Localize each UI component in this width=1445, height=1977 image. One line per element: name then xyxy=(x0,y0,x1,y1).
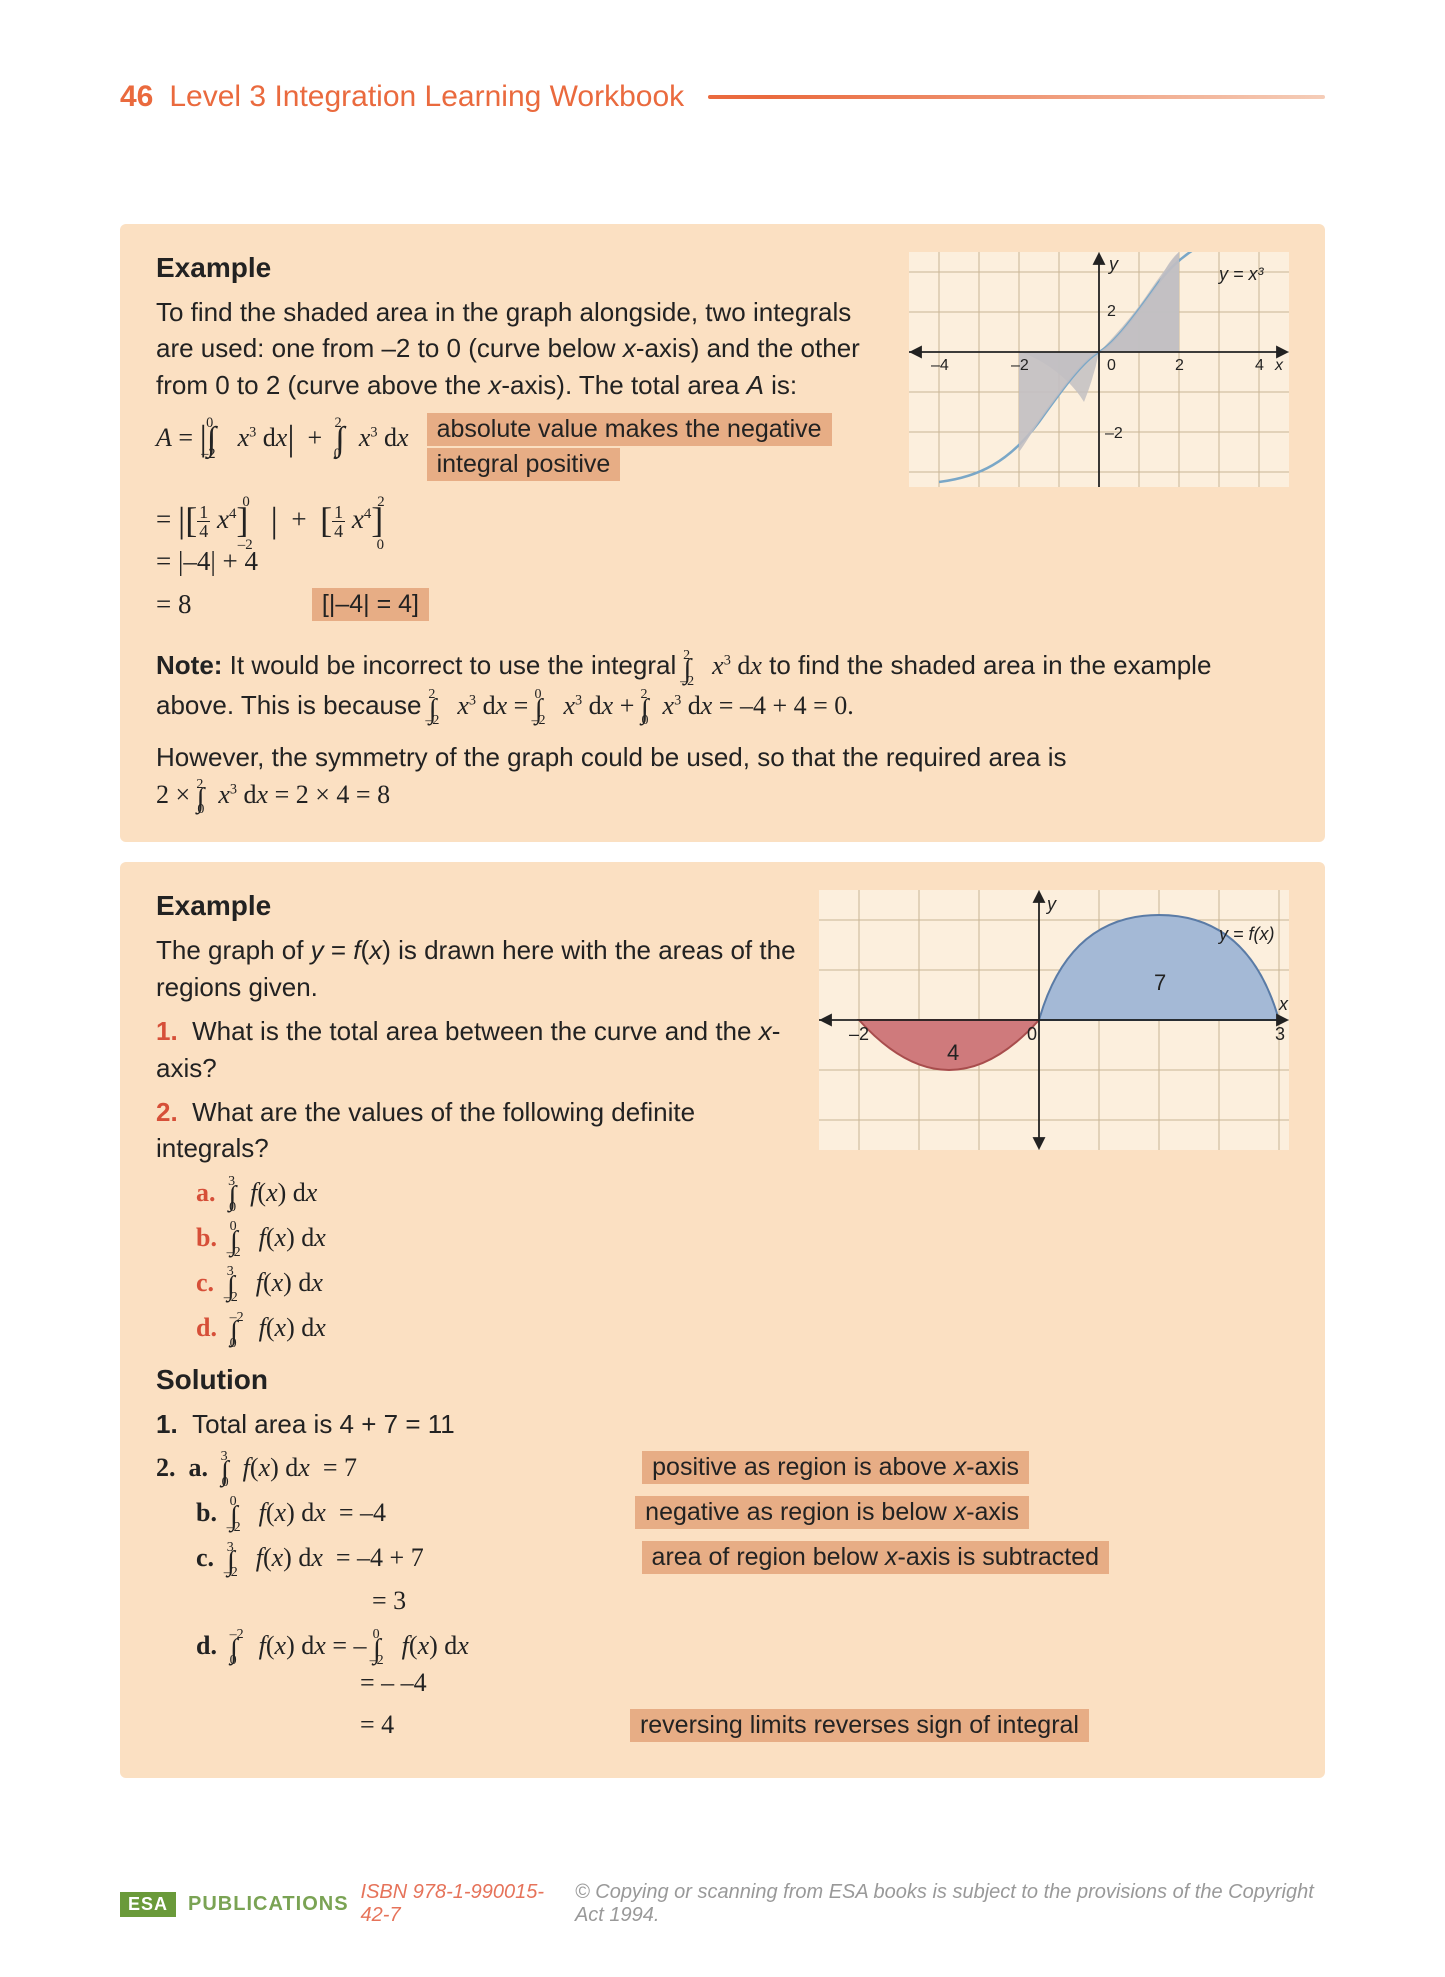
page-title: Level 3 Integration Learning Workbook xyxy=(169,80,684,114)
svg-text:0: 0 xyxy=(1027,1024,1037,1044)
svg-text:2: 2 xyxy=(1107,303,1116,320)
qc-letter: c. xyxy=(196,1268,214,1297)
sc-letter: c. xyxy=(196,1543,214,1572)
svg-text:7: 7 xyxy=(1154,970,1166,995)
s2a-row: 2. a. ∫30f(x) dx = 7 positive as region … xyxy=(156,1448,1289,1487)
page-number: 46 xyxy=(120,80,153,114)
annotation-line1: absolute value makes the negative xyxy=(427,413,832,446)
sd3: = 4 xyxy=(360,1707,394,1743)
sd-annotation: reversing limits reverses sign of integr… xyxy=(630,1709,1089,1742)
svg-text:2: 2 xyxy=(1175,357,1184,374)
sd3-row: = 4 reversing limits reverses sign of in… xyxy=(156,1707,1289,1743)
sa-annotation: positive as region is above x-axis xyxy=(642,1451,1029,1484)
page: 46 Level 3 Integration Learning Workbook… xyxy=(0,0,1445,1977)
example1-intro: To find the shaded area in the graph alo… xyxy=(156,294,889,403)
svg-text:y = x³: y = x³ xyxy=(1217,264,1265,284)
example2-graph: y y = f(x) x –2 0 3 7 4 xyxy=(819,890,1289,1155)
svg-text:y = f(x): y = f(x) xyxy=(1217,924,1275,944)
example1-symmetry: However, the symmetry of the graph could… xyxy=(156,739,1289,815)
example2-box: Example The graph of y = f(x) is drawn h… xyxy=(120,862,1325,1777)
note-label: Note: xyxy=(156,650,222,680)
svg-text:4: 4 xyxy=(1255,357,1264,374)
q2-num: 2. xyxy=(156,1097,178,1127)
s2d-row: d. ∫–20f(x) dx = – ∫0–2f(x) dx xyxy=(196,1626,1289,1665)
q2-text: What are the values of the following def… xyxy=(156,1097,695,1163)
q2b: b. ∫0–2f(x) dx xyxy=(196,1218,799,1257)
example1-box: Example To find the shaded area in the g… xyxy=(120,224,1325,842)
svg-text:y: y xyxy=(1045,894,1057,914)
example1-eq1: A = |∫0–2x3 dx| + ∫20x3 dx xyxy=(156,413,409,455)
q2d: d. ∫–20f(x) dx xyxy=(196,1308,799,1347)
svg-text:x: x xyxy=(1274,357,1284,374)
isbn: ISBN 978-1-990015-42-7 xyxy=(361,1881,563,1927)
copyright: © Copying or scanning from ESA books is … xyxy=(575,1881,1325,1927)
sc-annotation: area of region below x-axis is subtracte… xyxy=(642,1541,1109,1574)
q2: 2. What are the values of the following … xyxy=(156,1094,799,1167)
s2b-row: b. ∫0–2f(x) dx = –4 negative as region i… xyxy=(156,1493,1289,1532)
s2c-row: c. ∫3–2f(x) dx = –4 + 7 area of region b… xyxy=(156,1538,1289,1577)
q1: 1. What is the total area between the cu… xyxy=(156,1013,799,1086)
s1: 1. Total area is 4 + 7 = 11 xyxy=(156,1406,1289,1442)
page-footer: ESA PUBLICATIONS ISBN 978-1-990015-42-7 … xyxy=(120,1881,1325,1927)
example2-intro: The graph of y = f(x) is drawn here with… xyxy=(156,932,799,1005)
svg-text:x: x xyxy=(1278,994,1289,1014)
s1-text: Total area is 4 + 7 = 11 xyxy=(192,1409,455,1439)
sa-letter: a. xyxy=(189,1453,209,1482)
sc2: = 3 xyxy=(372,1583,1289,1619)
svg-text:4: 4 xyxy=(947,1040,959,1065)
example1-note: Note: It would be incorrect to use the i… xyxy=(156,646,1289,724)
example1-graph: y y = x³ x –4 –2 0 2 4 2 –2 xyxy=(909,252,1289,492)
example1-annotation2: [|–4| = 4] xyxy=(312,588,429,621)
svg-text:3: 3 xyxy=(1275,1024,1285,1044)
svg-text:–2: –2 xyxy=(1011,357,1029,374)
svg-text:–2: –2 xyxy=(1105,425,1123,442)
page-header: 46 Level 3 Integration Learning Workbook xyxy=(120,80,1325,114)
s1-num: 1. xyxy=(156,1409,178,1439)
sb-letter: b. xyxy=(196,1498,217,1527)
sd2: = – –4 xyxy=(360,1665,1289,1701)
sb-annotation: negative as region is below x-axis xyxy=(635,1496,1029,1529)
annotation-line2: integral positive xyxy=(427,448,621,481)
example1-eq3: = |–4| + 4 xyxy=(156,546,889,577)
qd-letter: d. xyxy=(196,1313,217,1342)
q2a: a. ∫30f(x) dx xyxy=(196,1173,799,1212)
header-rule xyxy=(708,95,1325,99)
example1-eq2: = |[14 x4]0–2| + [14 x4]20 xyxy=(156,495,889,540)
qa-letter: a. xyxy=(196,1178,216,1207)
qb-letter: b. xyxy=(196,1223,217,1252)
example1-heading: Example xyxy=(156,252,889,284)
svg-text:y: y xyxy=(1107,254,1119,274)
q1-num: 1. xyxy=(156,1016,178,1046)
example1-eq4: = 8 xyxy=(156,589,191,620)
svg-text:–4: –4 xyxy=(931,357,949,374)
example1-annotation1: absolute value makes the negative integr… xyxy=(427,413,832,481)
sym-line1: However, the symmetry of the graph could… xyxy=(156,742,1067,772)
svg-text:0: 0 xyxy=(1107,357,1116,374)
solution-heading: Solution xyxy=(156,1364,1289,1396)
example2-heading: Example xyxy=(156,890,799,922)
s2-num: 2. xyxy=(156,1453,176,1482)
esa-publications: PUBLICATIONS xyxy=(188,1893,349,1916)
q2c: c. ∫3–2f(x) dx xyxy=(196,1263,799,1302)
esa-badge: ESA xyxy=(120,1892,176,1917)
sd-letter: d. xyxy=(196,1631,217,1660)
svg-text:–2: –2 xyxy=(849,1024,869,1044)
